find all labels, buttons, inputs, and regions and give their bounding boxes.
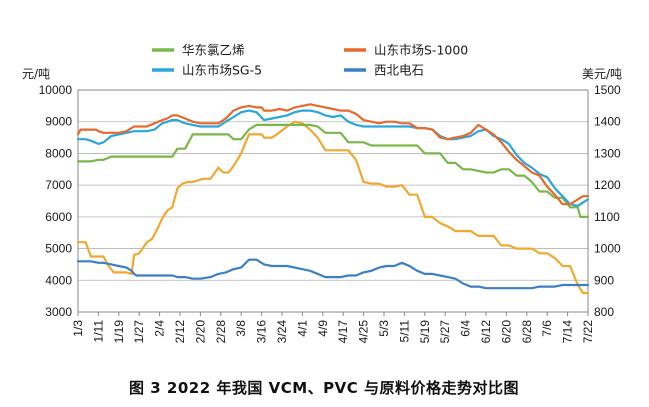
x-tick-label: 1/19	[112, 320, 126, 344]
x-tick-label: 5/11	[397, 320, 411, 343]
x-tick-label: 3/16	[255, 320, 269, 344]
left-tick-label: 8000	[45, 146, 72, 160]
x-tick-label: 7/22	[581, 320, 595, 344]
x-tick-label: 4/1	[295, 320, 309, 337]
series-line-3	[76, 258, 590, 290]
x-tick-label: 4/25	[357, 320, 371, 344]
legend-label: 西北电石	[374, 63, 424, 78]
x-tick-label: 4/17	[336, 320, 350, 344]
legend-label: 山东市场SG-5	[182, 63, 262, 78]
x-tick-label: 5/27	[438, 320, 452, 344]
x-tick-label: 7/14	[561, 320, 575, 344]
left-tick-label: 10000	[39, 83, 73, 97]
x-tick-label: 5/3	[377, 320, 391, 337]
left-tick-label: 6000	[45, 210, 72, 224]
series-line-1	[76, 103, 590, 206]
right-tick-label: 1500	[594, 83, 621, 97]
right-tick-label: 1300	[594, 146, 621, 160]
right-tick-label: 1000	[594, 242, 621, 256]
legend-label: 山东市场S-1000	[374, 43, 468, 58]
left-axis-unit: 元/吨	[22, 67, 50, 81]
x-tick-label: 1/27	[132, 320, 146, 344]
right-axis-tick-labels: 800 900 1000 1100 1200 1300 1400 1500	[594, 83, 621, 319]
right-tick-label: 800	[594, 305, 614, 319]
series-line-2	[76, 109, 590, 207]
x-axis-tick-labels: 1/3 1/11 1/19 1/27 2/4 2/12 2/20 2/28 3/8 3/16 3/2…	[71, 320, 595, 344]
x-tick-label: 1/11	[91, 320, 105, 343]
x-tick-label: 1/3	[71, 320, 85, 337]
x-tick-label: 3/24	[275, 320, 289, 344]
right-tick-label: 1400	[594, 115, 621, 129]
x-tick-label: 5/19	[418, 320, 432, 344]
x-tick-label: 6/28	[520, 320, 534, 344]
x-tick-label: 6/4	[459, 320, 473, 337]
x-tick-label: 4/9	[316, 320, 330, 337]
right-tick-label: 900	[594, 273, 614, 287]
legend-label: 华东氯乙烯	[182, 43, 245, 58]
left-tick-label: 3000	[45, 305, 72, 319]
x-tick-label: 7/6	[540, 320, 554, 337]
legend: 华东氯乙烯 山东市场S-1000 山东市场SG-5 西北电石	[152, 43, 468, 78]
left-tick-label: 5000	[45, 242, 72, 256]
series-lines	[76, 103, 590, 295]
x-tick-label: 6/12	[479, 320, 493, 344]
x-tick-label: 6/20	[499, 320, 513, 344]
left-tick-label: 7000	[45, 178, 72, 192]
left-axis-tick-labels: 3000 4000 5000 6000 7000 8000 9000 10000	[39, 83, 73, 319]
right-axis-unit: 美元/吨	[582, 67, 622, 81]
series-line-0	[76, 123, 590, 218]
right-tick-label: 1100	[594, 210, 620, 224]
plot-area-border	[77, 89, 589, 313]
x-tick-label: 2/20	[193, 320, 207, 344]
left-tick-label: 4000	[45, 273, 72, 287]
x-tick-label: 2/12	[173, 320, 187, 344]
x-tick-label: 2/4	[153, 320, 167, 337]
chart-caption: 图 3 2022 年我国 VCM、PVC 与原料价格走势对比图	[129, 379, 519, 397]
series-line-4	[76, 120, 590, 295]
left-tick-label: 9000	[45, 115, 72, 129]
x-tick-label: 2/28	[214, 320, 228, 344]
x-tick-label: 3/8	[234, 320, 248, 337]
right-tick-label: 1200	[594, 178, 621, 192]
